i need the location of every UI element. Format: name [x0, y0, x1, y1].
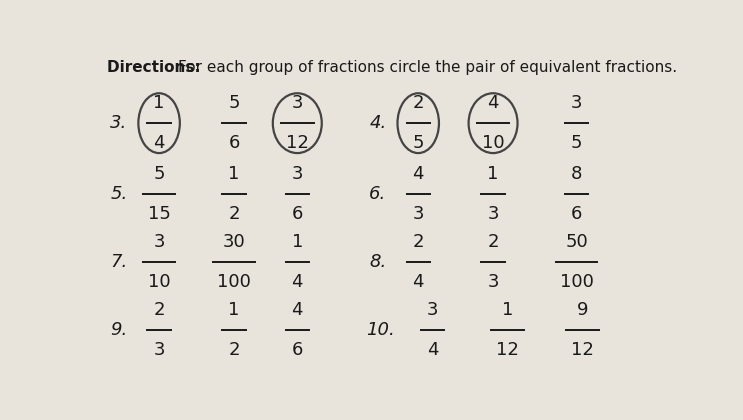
Text: 10: 10: [148, 273, 170, 291]
Text: 4: 4: [153, 134, 165, 152]
Text: For each group of fractions circle the pair of equivalent fractions.: For each group of fractions circle the p…: [178, 60, 677, 75]
Text: 2: 2: [228, 341, 240, 359]
Text: 2: 2: [487, 233, 499, 251]
Text: 1: 1: [291, 233, 303, 251]
Text: 6: 6: [291, 341, 303, 359]
Text: 1: 1: [487, 165, 499, 183]
Text: 5.: 5.: [110, 185, 128, 203]
Text: 8.: 8.: [369, 253, 386, 271]
Text: 2: 2: [412, 233, 424, 251]
Text: 1: 1: [153, 94, 165, 112]
Text: 6: 6: [228, 134, 240, 152]
Text: 3: 3: [487, 205, 499, 223]
Text: 100: 100: [217, 273, 251, 291]
Text: 9: 9: [577, 301, 588, 319]
Text: 3.: 3.: [110, 114, 128, 132]
Text: 5: 5: [571, 134, 583, 152]
Text: 1: 1: [228, 301, 240, 319]
Text: 3: 3: [412, 205, 424, 223]
Text: 3: 3: [571, 94, 583, 112]
Text: Directions:: Directions:: [107, 60, 206, 75]
Text: 3: 3: [291, 165, 303, 183]
Text: 3: 3: [153, 233, 165, 251]
Text: 6.: 6.: [369, 185, 386, 203]
Text: 7.: 7.: [110, 253, 128, 271]
Text: 5: 5: [228, 94, 240, 112]
Text: 1: 1: [502, 301, 513, 319]
Text: 6: 6: [571, 205, 583, 223]
Text: 12: 12: [286, 134, 309, 152]
Text: 6: 6: [291, 205, 303, 223]
Text: 5: 5: [412, 134, 424, 152]
Text: 10: 10: [481, 134, 504, 152]
Text: 3: 3: [291, 94, 303, 112]
Text: 9.: 9.: [110, 321, 128, 339]
Text: 8: 8: [571, 165, 583, 183]
Text: 4: 4: [427, 341, 438, 359]
Text: 4: 4: [291, 301, 303, 319]
Text: 12: 12: [496, 341, 519, 359]
Text: 2: 2: [228, 205, 240, 223]
Text: 5: 5: [153, 165, 165, 183]
Text: 12: 12: [571, 341, 594, 359]
Text: 3: 3: [487, 273, 499, 291]
Text: 2: 2: [412, 94, 424, 112]
Text: 15: 15: [148, 205, 171, 223]
Text: 1: 1: [228, 165, 240, 183]
Text: 3: 3: [153, 341, 165, 359]
Text: 4: 4: [412, 273, 424, 291]
Text: 30: 30: [223, 233, 245, 251]
Text: 4.: 4.: [369, 114, 386, 132]
Text: 100: 100: [559, 273, 594, 291]
Text: 10.: 10.: [366, 321, 395, 339]
Text: 4: 4: [412, 165, 424, 183]
Text: 50: 50: [565, 233, 588, 251]
Text: 2: 2: [153, 301, 165, 319]
Text: 4: 4: [487, 94, 499, 112]
Text: 3: 3: [427, 301, 438, 319]
Text: 4: 4: [291, 273, 303, 291]
